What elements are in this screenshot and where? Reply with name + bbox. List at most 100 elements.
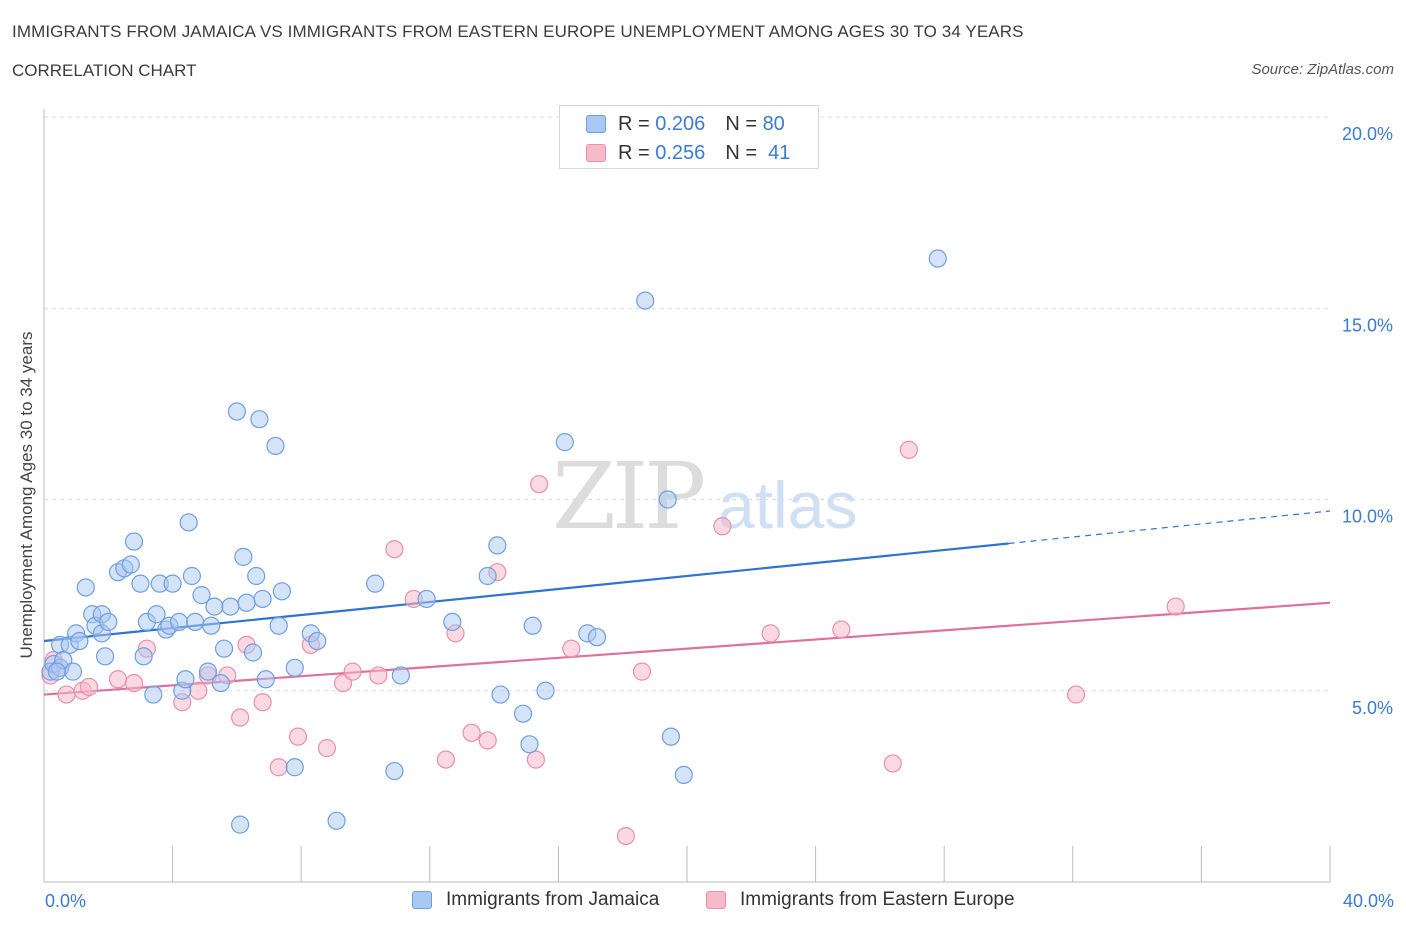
point-jamaica <box>214 639 234 658</box>
point-jamaica <box>99 612 118 632</box>
point-eastern-europe <box>124 673 144 693</box>
point-eastern-europe <box>253 693 272 712</box>
point-jamaica <box>443 612 462 632</box>
point-eastern-europe <box>632 662 652 681</box>
r-value: 0.256 <box>655 141 706 164</box>
point-eastern-europe <box>317 739 337 758</box>
point-jamaica <box>47 662 66 681</box>
watermark: ZIP atlas <box>552 443 857 550</box>
point-jamaica <box>221 597 240 616</box>
point-eastern-europe <box>288 727 308 746</box>
x-tick-label-max: 40.0% <box>1342 891 1394 911</box>
point-jamaica <box>147 605 166 624</box>
point-jamaica <box>176 670 195 689</box>
point-eastern-europe <box>269 758 288 777</box>
legend-item-jamaica[interactable]: Immigrants from Jamaica <box>412 889 659 911</box>
point-eastern-europe <box>462 723 481 742</box>
eastern-europe-swatch <box>586 144 606 162</box>
point-jamaica <box>555 433 574 452</box>
point-jamaica <box>285 658 304 677</box>
point-jamaica <box>237 593 256 612</box>
point-jamaica <box>417 589 436 609</box>
point-eastern-europe <box>616 826 636 846</box>
stats-row-jamaica: R = 0.206 N = 80 <box>586 112 785 136</box>
trend-line-eastern-europe <box>43 601 1331 696</box>
r-label: R = <box>618 141 650 164</box>
point-eastern-europe <box>478 731 497 750</box>
point-jamaica <box>928 249 947 268</box>
point-eastern-europe <box>79 677 99 697</box>
point-jamaica <box>308 631 327 651</box>
point-jamaica <box>513 704 533 723</box>
point-eastern-europe <box>713 517 732 536</box>
point-jamaica <box>327 811 346 830</box>
jamaica-swatch <box>412 891 432 909</box>
n-value: 41 <box>768 141 791 164</box>
legend-item-eastern-europe[interactable]: Immigrants from Eastern Europe <box>706 889 1015 911</box>
point-jamaica <box>285 758 304 777</box>
point-jamaica <box>202 616 221 635</box>
y-tick-label: 5.0% <box>1352 698 1393 718</box>
point-jamaica <box>366 574 385 593</box>
point-jamaica <box>674 765 693 785</box>
stats-legend: R = 0.206 N = 80 R = 0.256 N = 41 <box>559 105 819 169</box>
point-jamaica <box>231 815 250 834</box>
point-jamaica <box>658 490 677 509</box>
point-jamaica <box>198 662 218 681</box>
point-jamaica <box>536 681 555 700</box>
point-jamaica <box>63 662 83 681</box>
point-eastern-europe <box>108 670 128 689</box>
chart-subtitle: CORRELATION CHART <box>12 61 197 80</box>
point-jamaica <box>243 643 263 662</box>
point-eastern-europe <box>369 666 388 685</box>
point-jamaica <box>636 291 655 310</box>
point-jamaica <box>587 628 607 647</box>
point-jamaica <box>124 532 144 551</box>
point-jamaica <box>192 586 211 605</box>
point-eastern-europe <box>526 750 545 769</box>
point-jamaica <box>253 589 272 609</box>
stats-row-eastern-europe: R = 0.256 N = 41 <box>586 141 790 165</box>
point-jamaica <box>182 566 201 586</box>
point-eastern-europe <box>530 475 549 494</box>
point-jamaica <box>76 578 95 597</box>
y-tick-label: 10.0% <box>1342 507 1393 527</box>
point-jamaica <box>227 402 246 421</box>
point-jamaica <box>163 574 182 593</box>
point-jamaica <box>269 616 288 635</box>
data-points <box>41 249 1185 846</box>
watermark-zip: ZIP <box>552 443 703 550</box>
point-jamaica <box>205 597 224 616</box>
point-jamaica <box>186 612 205 632</box>
eastern-europe-swatch <box>706 891 726 909</box>
point-jamaica <box>211 673 230 693</box>
point-jamaica <box>247 566 266 586</box>
point-jamaica <box>491 685 510 704</box>
point-jamaica <box>250 410 269 429</box>
n-value: 80 <box>762 112 785 135</box>
point-eastern-europe <box>385 540 404 559</box>
legend-label: Immigrants from Jamaica <box>446 889 660 910</box>
y-tick-label: 15.0% <box>1342 315 1393 335</box>
r-value: 0.206 <box>655 112 706 135</box>
point-jamaica <box>169 612 189 632</box>
point-jamaica <box>478 566 497 586</box>
y-tick-labels: 5.0% 10.0% 15.0% 20.0% <box>1342 124 1393 718</box>
y-tick-label: 20.0% <box>1342 124 1393 144</box>
point-eastern-europe <box>343 662 362 681</box>
point-jamaica <box>70 631 89 651</box>
point-eastern-europe <box>1166 597 1185 616</box>
point-jamaica <box>179 513 198 532</box>
legend-label: Immigrants from Eastern Europe <box>740 889 1015 910</box>
point-eastern-europe <box>436 750 455 769</box>
point-eastern-europe <box>562 639 581 658</box>
n-label: N = <box>725 112 757 135</box>
point-eastern-europe <box>761 624 780 643</box>
n-label: N = <box>725 141 757 164</box>
point-jamaica <box>488 536 507 555</box>
point-jamaica <box>256 670 275 689</box>
point-jamaica <box>523 616 542 635</box>
point-jamaica <box>391 666 410 685</box>
point-eastern-europe <box>883 754 902 773</box>
point-jamaica <box>385 761 404 781</box>
